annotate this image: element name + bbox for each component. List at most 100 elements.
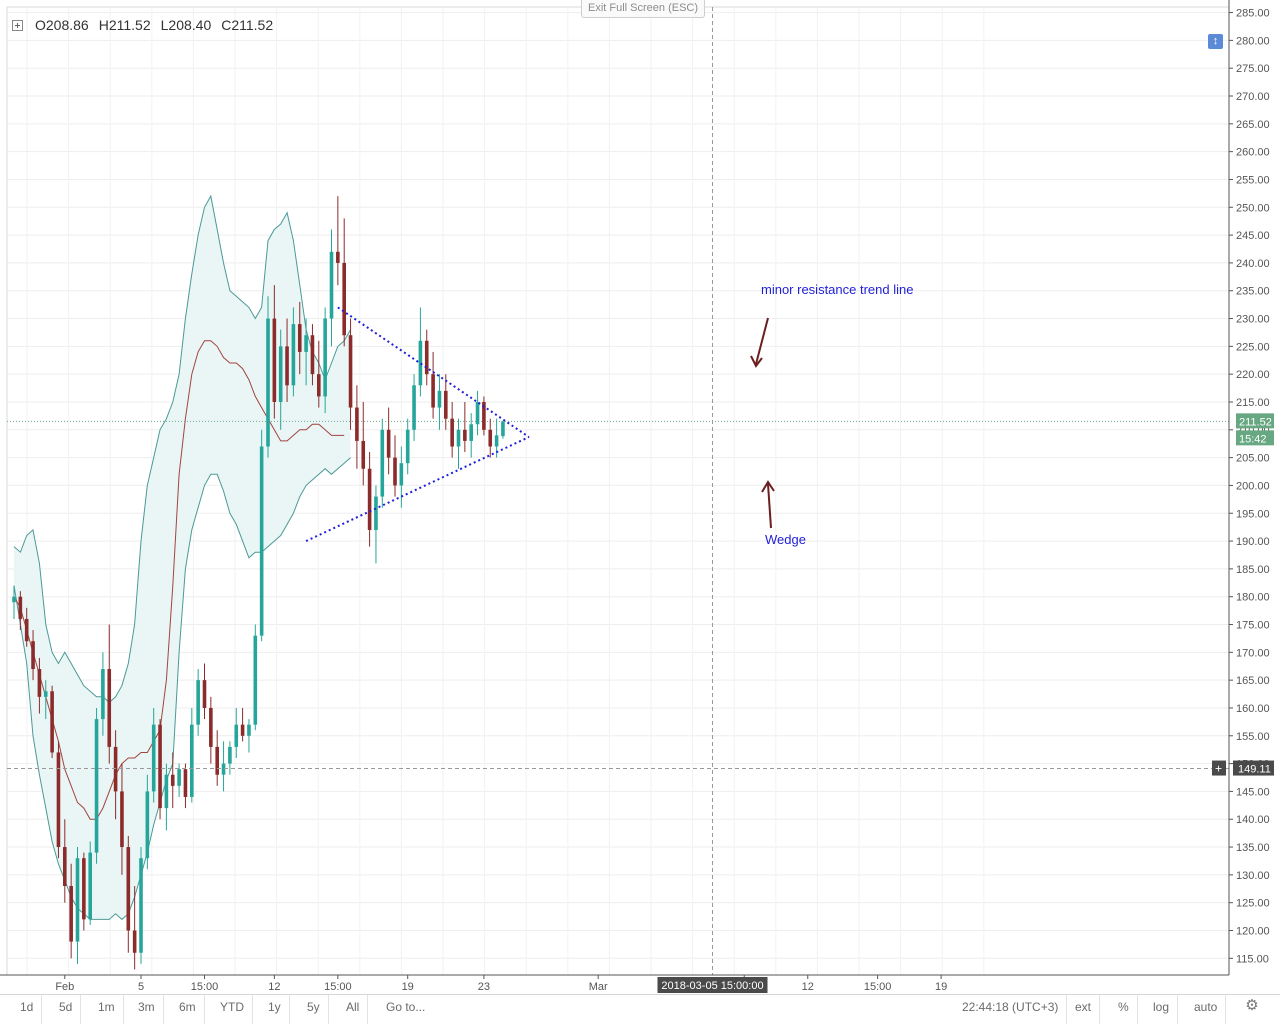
candle-body — [317, 374, 321, 397]
candle — [444, 374, 448, 430]
candle — [234, 707, 239, 759]
crosshair-price-text: 149.11 — [1238, 764, 1271, 776]
candle — [475, 390, 480, 436]
countdown-tag-text: 15:42 — [1239, 433, 1267, 445]
period-1d-button[interactable]: 1d — [12, 995, 43, 1024]
candle — [31, 630, 35, 681]
y-tick-label: 275.00 — [1236, 63, 1270, 75]
period-1m-button[interactable]: 1m — [90, 995, 124, 1024]
open-value: O208.86 — [35, 17, 89, 33]
y-tick-label: 135.00 — [1236, 842, 1270, 854]
y-tick-label: 180.00 — [1236, 592, 1270, 604]
annotation-resistance-label: minor resistance trend line — [761, 282, 913, 297]
y-tick-label: 265.00 — [1236, 119, 1270, 131]
candle — [431, 351, 435, 419]
crosshair-price-tag: +149.11 — [1212, 760, 1274, 776]
candle — [228, 741, 232, 775]
candle — [43, 680, 48, 720]
y-tick-label: 145.00 — [1236, 786, 1270, 798]
candle — [424, 329, 429, 386]
y-tick-label: 155.00 — [1236, 731, 1270, 743]
candle-body — [444, 390, 448, 419]
auto-button[interactable]: auto — [1186, 995, 1227, 1024]
y-tick-label: 185.00 — [1236, 564, 1270, 576]
candle — [310, 324, 315, 386]
candle — [266, 296, 270, 458]
candle-body — [386, 429, 391, 458]
candle — [94, 707, 99, 864]
y-tick-label: 190.00 — [1236, 536, 1270, 548]
candle-body — [329, 251, 334, 319]
ext-button[interactable]: ext — [1066, 995, 1101, 1024]
goto-button[interactable]: Go to... — [386, 1000, 426, 1014]
high-value: H211.52 — [98, 17, 151, 33]
gear-icon[interactable]: ⚙ — [1245, 997, 1259, 1014]
period-ytd-button[interactable]: YTD — [212, 995, 253, 1024]
y-tick-label: 225.00 — [1236, 341, 1270, 353]
candle-body — [101, 669, 105, 720]
candle — [380, 418, 385, 508]
period-5d-button[interactable]: 5d — [51, 995, 82, 1024]
candle-body — [183, 769, 188, 797]
y-tick-label: 240.00 — [1236, 258, 1270, 270]
crosshair-price-bg — [1233, 760, 1274, 776]
candle — [183, 763, 188, 809]
expand-icon[interactable] — [12, 19, 23, 31]
x-tick-label: 19 — [402, 981, 414, 993]
candle-body — [240, 724, 245, 736]
y-tick-label: 245.00 — [1236, 230, 1270, 242]
period-6m-button[interactable]: 6m — [171, 995, 205, 1024]
log-button[interactable]: log — [1145, 995, 1179, 1024]
x-tick-label: 15:00 — [864, 981, 892, 993]
candle — [177, 763, 181, 797]
percent-button[interactable]: % — [1110, 995, 1138, 1024]
period-1y-button[interactable]: 1y — [260, 995, 290, 1024]
period-3m-button[interactable]: 3m — [130, 995, 164, 1024]
candle — [221, 741, 226, 792]
candle-body — [412, 385, 416, 430]
candle-body — [278, 346, 283, 402]
y-tick-label: 285.00 — [1236, 8, 1270, 20]
candle-body — [145, 791, 150, 859]
candle-body — [82, 858, 86, 920]
candle-body — [151, 724, 156, 792]
candle-body — [75, 858, 80, 942]
candle-body — [37, 669, 42, 697]
bottom-toolbar: 1d 5d 1m 3m 6m YTD 1y 5y All Go to... 22… — [0, 994, 1280, 1024]
candle — [56, 741, 61, 859]
candle-body — [336, 251, 340, 263]
candle — [469, 413, 473, 458]
candle — [393, 435, 397, 497]
y-tick-label: 235.00 — [1236, 286, 1270, 298]
candle-body — [266, 318, 270, 447]
candle-body — [469, 424, 473, 441]
price-chart[interactable]: minor resistance trend line Wedge 115.00 12… — [0, 0, 1280, 994]
candle — [361, 401, 366, 486]
period-5y-button[interactable]: 5y — [299, 995, 329, 1024]
candle — [418, 307, 423, 397]
candle-body — [361, 440, 366, 469]
resistance-arrow-shaft — [755, 317, 769, 365]
candle — [323, 307, 327, 414]
exit-fullscreen-button[interactable]: Exit Full Screen (ESC) — [581, 0, 705, 18]
y-tick-label: 220.00 — [1236, 369, 1270, 381]
candle — [158, 719, 162, 820]
candle — [488, 418, 493, 458]
candle-body — [120, 791, 124, 848]
period-all-button[interactable]: All — [338, 995, 369, 1024]
candle-body — [190, 724, 194, 797]
crosshair-date-bg — [657, 977, 768, 993]
y-tick-label: 230.00 — [1236, 314, 1270, 326]
candle-body — [291, 324, 296, 386]
y-axis: 115.00 120.00 125.00 130.00 135.00 140.00 145.… — [1228, 0, 1270, 975]
candle — [278, 329, 283, 430]
candle-body — [494, 435, 499, 447]
scale-toggle-icon[interactable]: ↕ — [1208, 34, 1223, 49]
x-tick-label: Feb — [55, 981, 74, 993]
y-tick-label: 255.00 — [1236, 174, 1270, 186]
candle-body — [139, 858, 143, 953]
x-tick-label: 23 — [478, 981, 490, 993]
candle — [291, 307, 296, 397]
candle — [355, 385, 359, 469]
candle-body — [253, 635, 258, 725]
